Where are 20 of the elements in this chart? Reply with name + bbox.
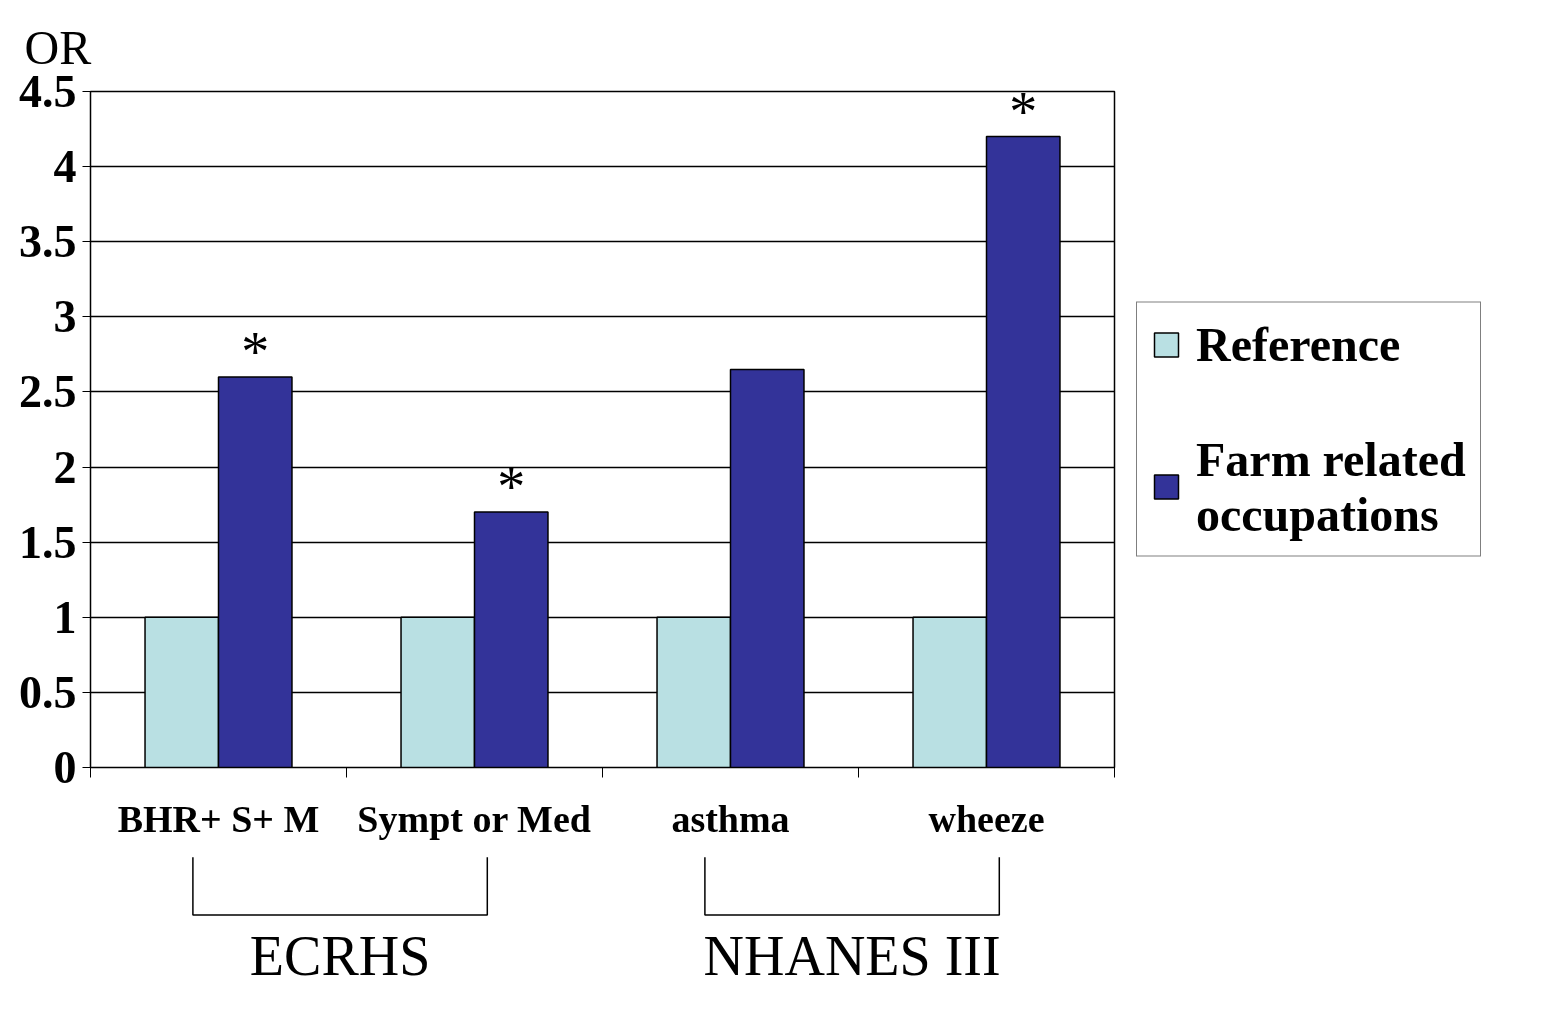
text: ECRHS xyxy=(249,924,431,987)
y-tick-label: 0.5 xyxy=(19,666,77,718)
y-tick-label: 2 xyxy=(53,441,77,493)
legend-label: Reference xyxy=(1196,316,1401,372)
x-tick-label: BHR+ S+ M xyxy=(117,797,320,840)
annotation: * xyxy=(1009,80,1038,143)
annotation: * xyxy=(241,320,270,383)
y-tick-label: 2.5 xyxy=(19,366,77,418)
y-tick-label: 4 xyxy=(53,141,77,193)
x-tick-label: asthma xyxy=(671,797,790,840)
y-tick-label: 3.5 xyxy=(19,216,77,268)
legend-label: Farm related occupations xyxy=(1196,431,1466,542)
y-tick-label: 3 xyxy=(53,291,77,343)
annotation: * xyxy=(497,456,526,519)
y-tick-label: 1.5 xyxy=(19,516,77,568)
x-tick-label: wheeze xyxy=(928,797,1045,840)
y-tick-label: 0 xyxy=(53,742,77,793)
text: NHANES III xyxy=(703,924,1001,987)
x-tick-label: Sympt or Med xyxy=(357,797,591,840)
y-tick-label: 1 xyxy=(53,591,77,643)
